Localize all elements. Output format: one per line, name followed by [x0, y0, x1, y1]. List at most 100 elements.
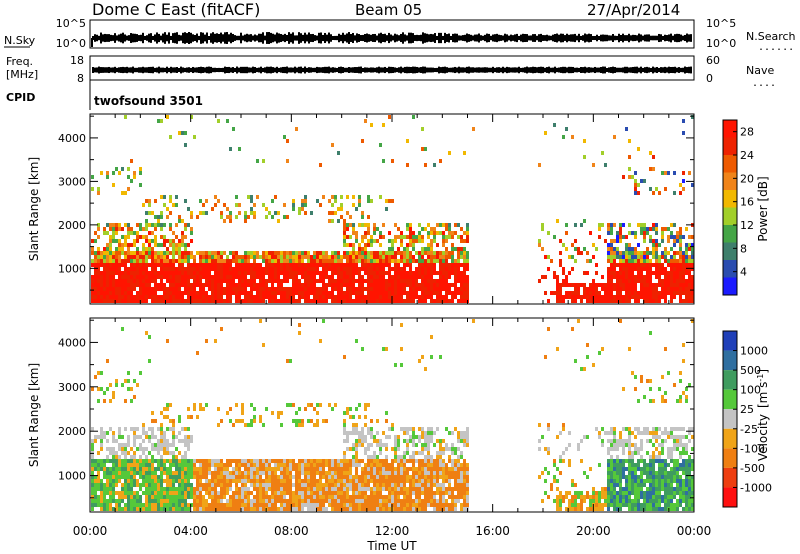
velocity-cell — [106, 359, 109, 363]
nsky-noise-mark — [346, 33, 348, 43]
power-cell — [382, 255, 385, 259]
power-cell — [445, 235, 448, 239]
power-cell — [103, 247, 106, 251]
power-cell — [589, 299, 592, 303]
power-cell — [616, 255, 619, 259]
nsky-noise-mark — [162, 33, 164, 43]
nsky-noise-mark — [480, 35, 482, 41]
power-cell — [262, 287, 265, 291]
power-cell — [157, 271, 160, 275]
nsky-noise-mark — [582, 35, 584, 41]
freq-trace-mark — [152, 66, 154, 74]
power-cell — [412, 255, 415, 259]
nsky-noise-mark — [424, 33, 426, 43]
velocity-cell — [211, 491, 214, 495]
velocity-cell — [250, 475, 253, 479]
power-cell — [670, 271, 673, 275]
power-cell — [442, 271, 445, 275]
power-cell — [439, 159, 442, 163]
velocity-cell — [112, 471, 115, 475]
velocity-cell — [340, 495, 343, 499]
nsky-noise-mark — [186, 33, 188, 43]
power-cell — [319, 259, 322, 263]
freq-trace-mark — [636, 66, 638, 74]
power-cell — [655, 291, 658, 295]
velocity-cell — [112, 463, 115, 467]
velocity-cell — [349, 447, 352, 451]
power-cell — [436, 299, 439, 303]
power-cell — [679, 251, 682, 255]
velocity-cell — [382, 479, 385, 483]
velocity-cell — [271, 483, 274, 487]
power-cell — [97, 263, 100, 267]
power-cell — [388, 263, 391, 267]
velocity-cell — [112, 439, 115, 443]
power-cell — [613, 287, 616, 291]
power-cell — [157, 119, 160, 123]
nsky-noise-mark — [314, 35, 316, 41]
power-cell — [301, 275, 304, 279]
velocity-cell — [391, 463, 394, 467]
velocity-cell — [94, 483, 97, 487]
power-cell — [373, 255, 376, 259]
power-cell — [103, 255, 106, 259]
power-cell — [205, 275, 208, 279]
velocity-cell — [151, 475, 154, 479]
velocity-cell — [118, 503, 121, 507]
power-cell — [664, 187, 667, 191]
power-cell — [175, 287, 178, 291]
nsky-noise-mark — [500, 35, 502, 41]
velocity-cell — [127, 371, 130, 375]
power-cell — [223, 271, 226, 275]
power-cell — [208, 251, 211, 255]
velocity-cell — [307, 459, 310, 463]
power-cell — [304, 203, 307, 207]
power-cell — [259, 255, 262, 259]
velocity-cell — [181, 475, 184, 479]
velocity-cell — [256, 499, 259, 503]
power-cell — [571, 299, 574, 303]
power-cell — [271, 263, 274, 267]
velocity-cell — [388, 479, 391, 483]
velocity-cell — [241, 495, 244, 499]
velocity-cell — [166, 407, 169, 411]
power-cell — [646, 251, 649, 255]
freq-trace-mark — [648, 67, 650, 73]
velocity-cell — [340, 479, 343, 483]
power-cell — [604, 163, 607, 167]
power-cell — [262, 267, 265, 271]
power-cell — [667, 227, 670, 231]
velocity-cell — [127, 475, 130, 479]
velocity-cell — [298, 323, 301, 327]
power-cell — [115, 295, 118, 299]
nsky-noise-mark — [216, 33, 218, 43]
power-cell — [448, 151, 451, 155]
freq-trace-mark — [564, 66, 566, 74]
power-cell — [280, 287, 283, 291]
nsky-noise-mark — [390, 34, 392, 42]
nsky-noise-mark — [616, 35, 618, 41]
power-cell — [115, 291, 118, 295]
power-cell — [562, 283, 565, 287]
power-cell — [343, 227, 346, 231]
velocity-cell — [331, 463, 334, 467]
power-cell — [223, 279, 226, 283]
velocity-cell — [214, 471, 217, 475]
velocity-cell — [373, 499, 376, 503]
freq-trace-mark — [168, 67, 170, 73]
velocity-cell — [334, 459, 337, 463]
power-cell — [301, 259, 304, 263]
power-cell — [382, 291, 385, 295]
power-cell — [292, 263, 295, 267]
power-cell — [277, 287, 280, 291]
power-cell — [292, 287, 295, 291]
power-cell — [667, 291, 670, 295]
velocity-cell — [154, 475, 157, 479]
power-cell — [148, 203, 151, 207]
velocity-cell — [268, 475, 271, 479]
velocity-cell — [364, 495, 367, 499]
power-cell — [655, 267, 658, 271]
power-cell — [136, 279, 139, 283]
power-cell — [91, 287, 94, 291]
power-cell — [436, 279, 439, 283]
